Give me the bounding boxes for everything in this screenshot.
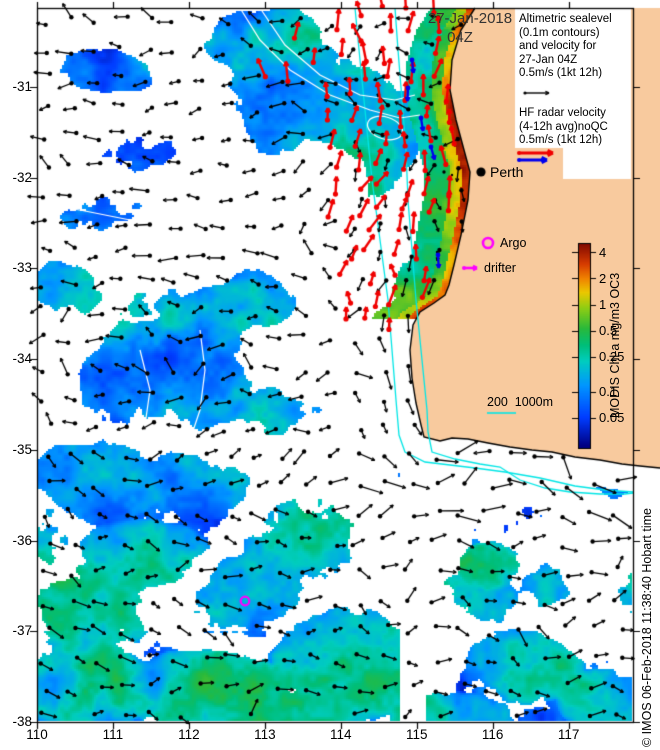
hf-radar-legend-text: HF radar velocity (4-12h avg)noQC 0.5m/s… bbox=[519, 107, 608, 147]
colorbar-tick-label: 0.25 bbox=[599, 349, 625, 365]
x-axis-tick-label: 117 bbox=[557, 727, 580, 742]
map-time-label: 04Z bbox=[447, 29, 473, 46]
y-axis-tick-label: -35 bbox=[12, 441, 32, 457]
y-axis-tick-label: -33 bbox=[12, 260, 32, 276]
perth-city-label: Perth bbox=[490, 164, 524, 180]
x-axis-tick-label: 116 bbox=[481, 727, 504, 742]
x-axis-tick-label: 114 bbox=[330, 727, 352, 742]
drifter-legend-label: drifter bbox=[484, 261, 516, 275]
y-axis-tick-label: -38 bbox=[12, 713, 32, 729]
colorbar-tick-label: 2 bbox=[599, 270, 607, 286]
y-axis-tick-label: -36 bbox=[12, 532, 32, 548]
y-axis-tick-label: -31 bbox=[12, 79, 32, 94]
y-axis-tick-label: -34 bbox=[12, 351, 32, 367]
depth-contour-legend: 200 1000m bbox=[487, 395, 554, 409]
x-axis-tick-label: 110 bbox=[26, 727, 48, 742]
colorbar-tick-label: 0.05 bbox=[599, 410, 625, 426]
x-axis-tick-label: 115 bbox=[405, 727, 428, 742]
x-axis-tick-label: 112 bbox=[178, 727, 200, 742]
colorbar-tick-label: 0.1 bbox=[599, 384, 618, 400]
colorbar-tick-label: 4 bbox=[599, 244, 607, 260]
imos-credit-text: © IMOS 06-Feb-2018 11:38:40 Hobart time bbox=[640, 508, 654, 747]
x-axis-tick-label: 111 bbox=[102, 727, 124, 742]
y-axis-tick-label: -37 bbox=[12, 623, 32, 639]
argo-legend-label: Argo bbox=[500, 236, 527, 250]
colorbar-tick-label: 1 bbox=[599, 297, 607, 313]
map-date-label: 27-Jan-2018 bbox=[427, 10, 513, 27]
y-axis-tick-label: -32 bbox=[12, 169, 32, 185]
colorbar-tick-label: 0.5 bbox=[599, 323, 618, 339]
x-axis-tick-label: 113 bbox=[254, 727, 276, 742]
altimetric-legend-text: Altimetric sealevel (0.1m contours) and … bbox=[519, 13, 612, 80]
